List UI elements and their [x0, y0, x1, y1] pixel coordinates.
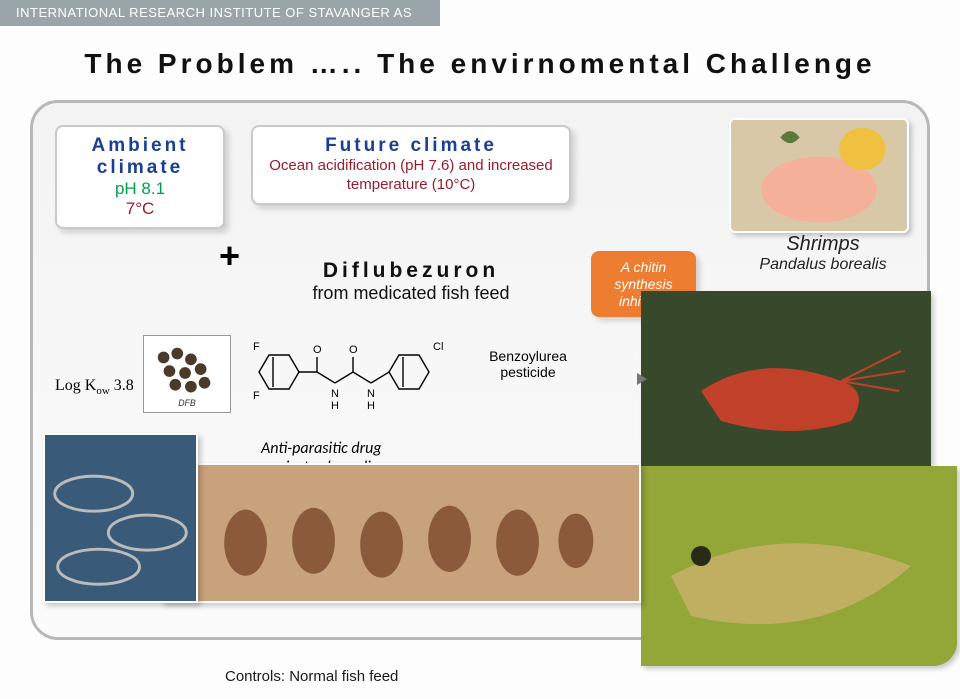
ambient-header: Ambient climate [69, 135, 211, 179]
diflubenzuron-title: Diflubezuron from medicated fish feed [251, 259, 571, 304]
live-shrimp-photo [641, 291, 931, 466]
svg-text:Cl: Cl [433, 341, 443, 353]
dfb-source: from medicated fish feed [251, 283, 571, 304]
connector-arrow-icon [637, 373, 647, 385]
future-desc: Ocean acidification (pH 7.6) and increas… [265, 157, 557, 195]
org-header: INTERNATIONAL RESEARCH INSTITUTE OF STAV… [0, 0, 440, 26]
slide-title: The Problem ….. The envirnomental Challe… [0, 48, 960, 80]
svg-text:H: H [331, 400, 339, 412]
svg-text:N: N [331, 388, 339, 400]
svg-text:O: O [313, 344, 322, 356]
svg-text:N: N [367, 388, 375, 400]
shrimp-sci: Pandalus borealis [713, 256, 933, 274]
ambient-temp: 7°C [69, 199, 211, 219]
shrimp-dish-photo [729, 118, 909, 233]
future-climate-box: Future climate Ocean acidification (pH 7… [251, 125, 571, 205]
feed-pellets-photo: DFB [143, 335, 231, 413]
svg-text:DFB: DFB [178, 398, 196, 408]
svg-text:F: F [253, 390, 260, 402]
controls-label: Controls: Normal fish feed [225, 668, 398, 685]
shrimp-name: Shrimps [713, 233, 933, 256]
shrimp-species-label: Shrimps Pandalus borealis [713, 233, 933, 274]
main-panel: Ambient climate pH 8.1 7°C Future climat… [30, 100, 930, 640]
svg-text:O: O [349, 344, 358, 356]
chitin-l1: A chitin [603, 259, 684, 276]
ambient-climate-box: Ambient climate pH 8.1 7°C [55, 125, 225, 229]
shrimp-closeup-photo [641, 466, 957, 666]
svg-text:F: F [253, 341, 260, 353]
fish-pens-photo [43, 433, 198, 603]
ambient-ph: pH 8.1 [69, 179, 211, 199]
salmon-lice-photo [161, 463, 641, 603]
chemical-structure: F F O O N H N H Cl [243, 327, 473, 417]
future-header: Future climate [265, 135, 557, 157]
plus-icon: + [219, 235, 240, 277]
svg-text:H: H [367, 400, 375, 412]
dfb-name: Diflubezuron [251, 259, 571, 283]
log-kow-label: Log Kow 3.8 [55, 377, 134, 397]
benzoylurea-label: Benzoylurea pesticide [473, 348, 583, 380]
